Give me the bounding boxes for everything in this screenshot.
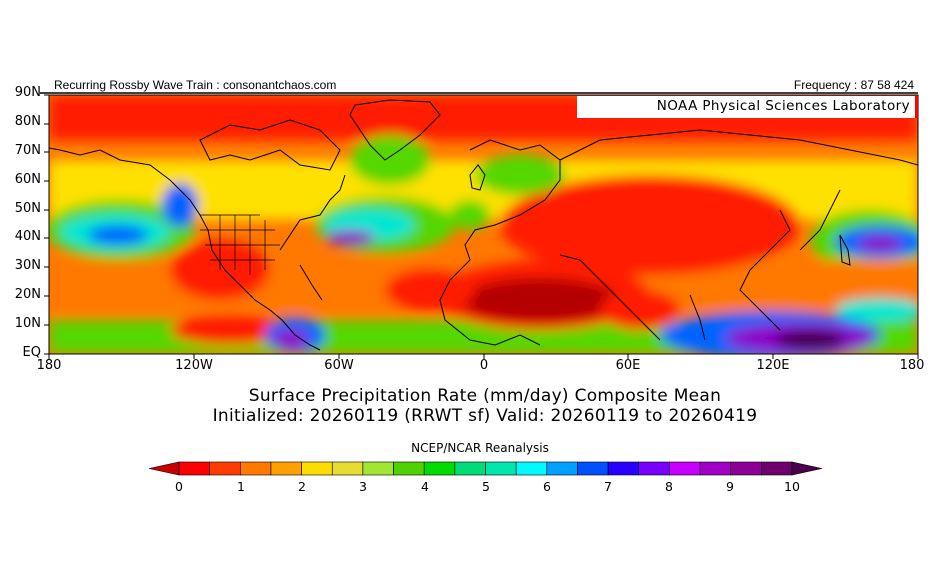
arabian-dry [600,290,680,330]
lon-label: 60E [615,358,641,373]
us-states-grid [200,214,280,275]
noaa-badge-text: NOAA Physical Sciences Laboratory [656,98,910,114]
coast-greenland [349,99,441,161]
colorbar-swatch [209,461,241,476]
colorbar-swatch [393,461,425,476]
map-title: Surface Precipitation Rate (mm/day) Comp… [248,386,722,406]
colorbar-swatch [331,461,364,476]
noaa-badge: NOAA Physical Sciences Laboratory [577,96,918,118]
colorbar-swatch [270,461,302,476]
map-subtitle: Initialized: 20260119 (RRWT sf) Valid: 2… [212,406,758,426]
lon-label: 60W [324,358,354,373]
colorbar-swatch [178,461,210,476]
lat-label: 60N [14,172,41,187]
colorbar-swatch [607,461,640,476]
colorbar-tick-label: 9 [726,479,734,494]
atl-storm-purple [325,230,375,246]
badge-red-marker [915,96,918,118]
coast-uk [469,164,486,191]
colorbar-swatch [454,461,486,476]
lon-label: 180 [36,358,62,373]
europe-green [475,155,565,195]
colorbar-tick-label: 5 [482,479,490,494]
lon-label: 120E [756,358,790,373]
lon-label: 120W [175,358,213,373]
colorbar-swatch [485,461,517,476]
colorbar-swatch [301,461,333,476]
greenland-sea [350,135,430,185]
maritime-deep [775,330,845,350]
wpac-storm-purple [858,236,902,252]
coast-asia [559,129,918,341]
colorbar-tick-label: 0 [175,479,183,494]
colorbar-swatch [761,461,793,476]
colorbar-tick-label: 2 [298,479,306,494]
iberia-green [450,200,490,230]
colorbar-tick-label: 10 [784,479,800,494]
lon-label: 0 [479,358,489,373]
coast-japan [839,234,851,266]
lat-label: 80N [14,114,41,129]
colorbar-swatch [699,461,731,476]
colorbar-swatch [546,461,578,476]
lat-label: 30N [14,258,41,273]
coast-europe-africa [439,139,661,346]
colorbar-tick-label: 8 [665,479,673,494]
lat-label: 90N [14,85,41,100]
e-atlantic-dry [385,268,475,312]
colorbar-right-arrow [791,461,823,476]
sahara-deep [460,278,620,322]
colorbar-swatch [423,461,456,476]
source-label: NCEP/NCAR Reanalysis [411,441,549,455]
precip-field [49,95,918,354]
colorbar-swatch [240,461,272,476]
coastlines [49,99,918,351]
e-pacific-dry [170,315,290,345]
lat-label: 40N [14,229,41,244]
header-right-text: Frequency : 87 58 424 [793,78,914,92]
lat-label: 10N [14,316,41,331]
wpac-warm-pool [835,298,918,322]
colorbar-tick-label: 1 [237,479,245,494]
colorbar-tick-label: 6 [543,479,551,494]
colorbar-tick-label: 7 [604,479,612,494]
colorbar-left-arrow [148,461,180,476]
bc-coast-wet [162,183,198,227]
colorbar-swatch [669,461,701,476]
colorbar-swatch [362,461,394,476]
axis-ticks [44,94,919,359]
lat-label: 20N [14,287,41,302]
npac-storm-blue [88,225,148,245]
colorbar [148,461,823,476]
colorbar-swatch [515,461,548,476]
colorbar-swatch [638,461,670,476]
lat-label: EQ [22,345,41,360]
coast-north-america [49,147,346,351]
colorbar-swatch [730,461,762,476]
colorbar-swatch [577,461,609,476]
eurasia-dry [500,175,800,275]
colorbar-tick-label: 4 [421,479,429,494]
coast-canada-arctic [199,119,341,171]
lat-label: 70N [14,143,41,158]
header-left-text: Recurring Rossby Wave Train : consonantc… [54,78,337,92]
lon-label: 180 [899,358,925,373]
colorbar-tick-label: 3 [359,479,367,494]
lat-label: 50N [14,201,41,216]
central-america-purple [272,330,308,350]
